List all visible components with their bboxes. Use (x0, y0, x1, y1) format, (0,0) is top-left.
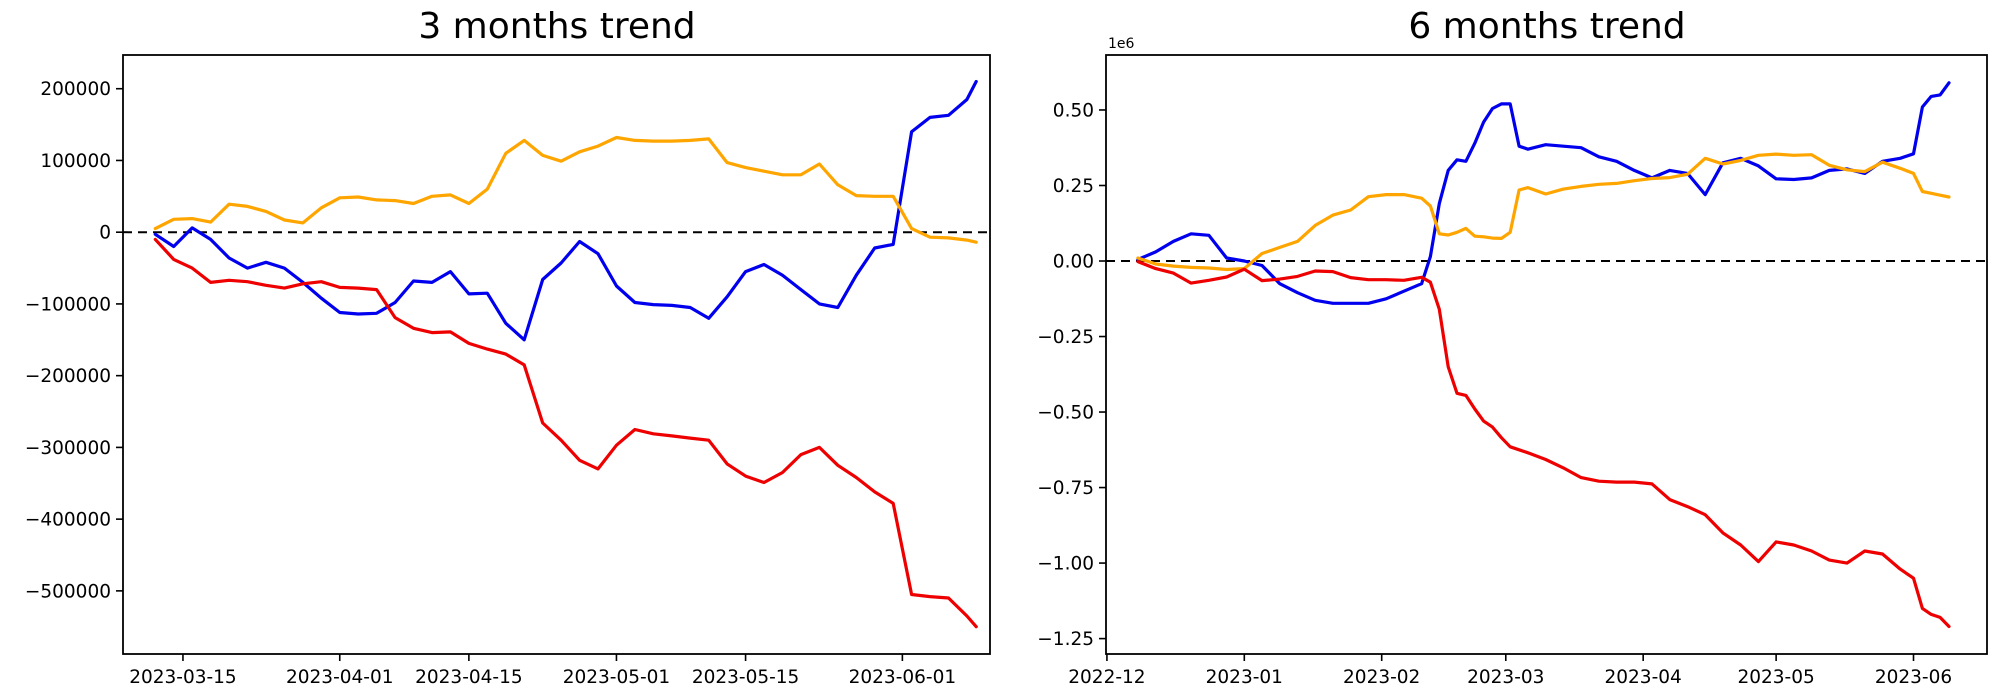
x-tick-label: 2023-03 (1467, 667, 1544, 688)
x-tick-label: 2023-01 (1206, 667, 1283, 688)
series-blue-line (1136, 81, 1951, 305)
y-tick-label: 0.50 (1053, 100, 1094, 121)
chart-title-3-months: 3 months trend (418, 6, 696, 47)
y-tick-label: −1.00 (1037, 554, 1094, 575)
y-axis: 0.50 0.25 0.00 −0.25 −0.50 −0.75 −1.00 −1.25 (1037, 100, 1106, 650)
y-tick-label: −500000 (25, 581, 111, 602)
y-axis: 200000 100000 0 −100000 −200000 −300000 −40000… (25, 79, 123, 602)
y-tick-label: 100000 (40, 151, 111, 172)
chart-6-months-trend: 0.50 0.25 0.00 −0.25 −0.50 −0.75 −1.00 −1.25 202… (1037, 36, 1988, 688)
y-tick-label: −0.50 (1037, 403, 1094, 424)
x-axis: 2022-12 2023-01 2023-02 2023-03 2023-04 2023-… (1068, 654, 1952, 688)
x-tick-label: 2023-02 (1343, 667, 1420, 688)
x-tick-label: 2023-04 (1605, 667, 1682, 688)
y-tick-label: −0.75 (1037, 478, 1094, 499)
y-tick-label: 0.25 (1053, 176, 1094, 197)
series-red-line (1136, 260, 1951, 629)
y-tick-label: −300000 (25, 438, 111, 459)
y-tick-label: −0.25 (1037, 327, 1094, 348)
x-tick-label: 2023-05-15 (692, 667, 800, 688)
x-axis: 2023-03-15 2023-04-01 2023-04-15 2023-05-01… (129, 654, 956, 688)
x-tick-label: 2023-05-01 (563, 667, 671, 688)
y-tick-label: −100000 (25, 294, 111, 315)
series-red-line (153, 237, 978, 629)
y-axis-offset-label: 1e6 (1108, 36, 1135, 52)
chart-title-6-months: 6 months trend (1408, 6, 1686, 47)
series-orange-line (1136, 152, 1951, 272)
series-blue-line (153, 79, 978, 342)
x-tick-label: 2023-06-01 (849, 667, 957, 688)
y-tick-label: −400000 (25, 510, 111, 531)
y-tick-label: −1.25 (1037, 629, 1094, 650)
y-tick-label: 0 (99, 223, 111, 244)
axes-frame (1105, 54, 1988, 655)
x-tick-label: 2023-05 (1737, 667, 1814, 688)
chart-3-months-trend: 200000 100000 0 −100000 −200000 −300000 −40000… (25, 54, 991, 688)
x-tick-label: 2023-04-15 (415, 667, 523, 688)
series-orange-line (153, 135, 978, 244)
x-tick-label: 2022-12 (1068, 667, 1145, 688)
x-tick-label: 2023-04-01 (286, 667, 394, 688)
y-tick-label: −200000 (25, 366, 111, 387)
x-tick-label: 2023-03-15 (129, 667, 237, 688)
x-tick-label: 2023-06 (1875, 667, 1952, 688)
y-tick-label: 200000 (40, 79, 111, 100)
axes-frame (122, 54, 991, 655)
y-tick-label: 0.00 (1053, 252, 1094, 273)
